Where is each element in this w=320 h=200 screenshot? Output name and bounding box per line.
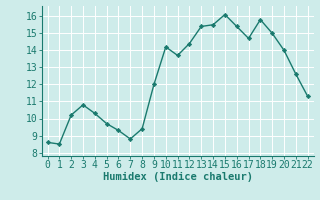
X-axis label: Humidex (Indice chaleur): Humidex (Indice chaleur) — [103, 172, 252, 182]
